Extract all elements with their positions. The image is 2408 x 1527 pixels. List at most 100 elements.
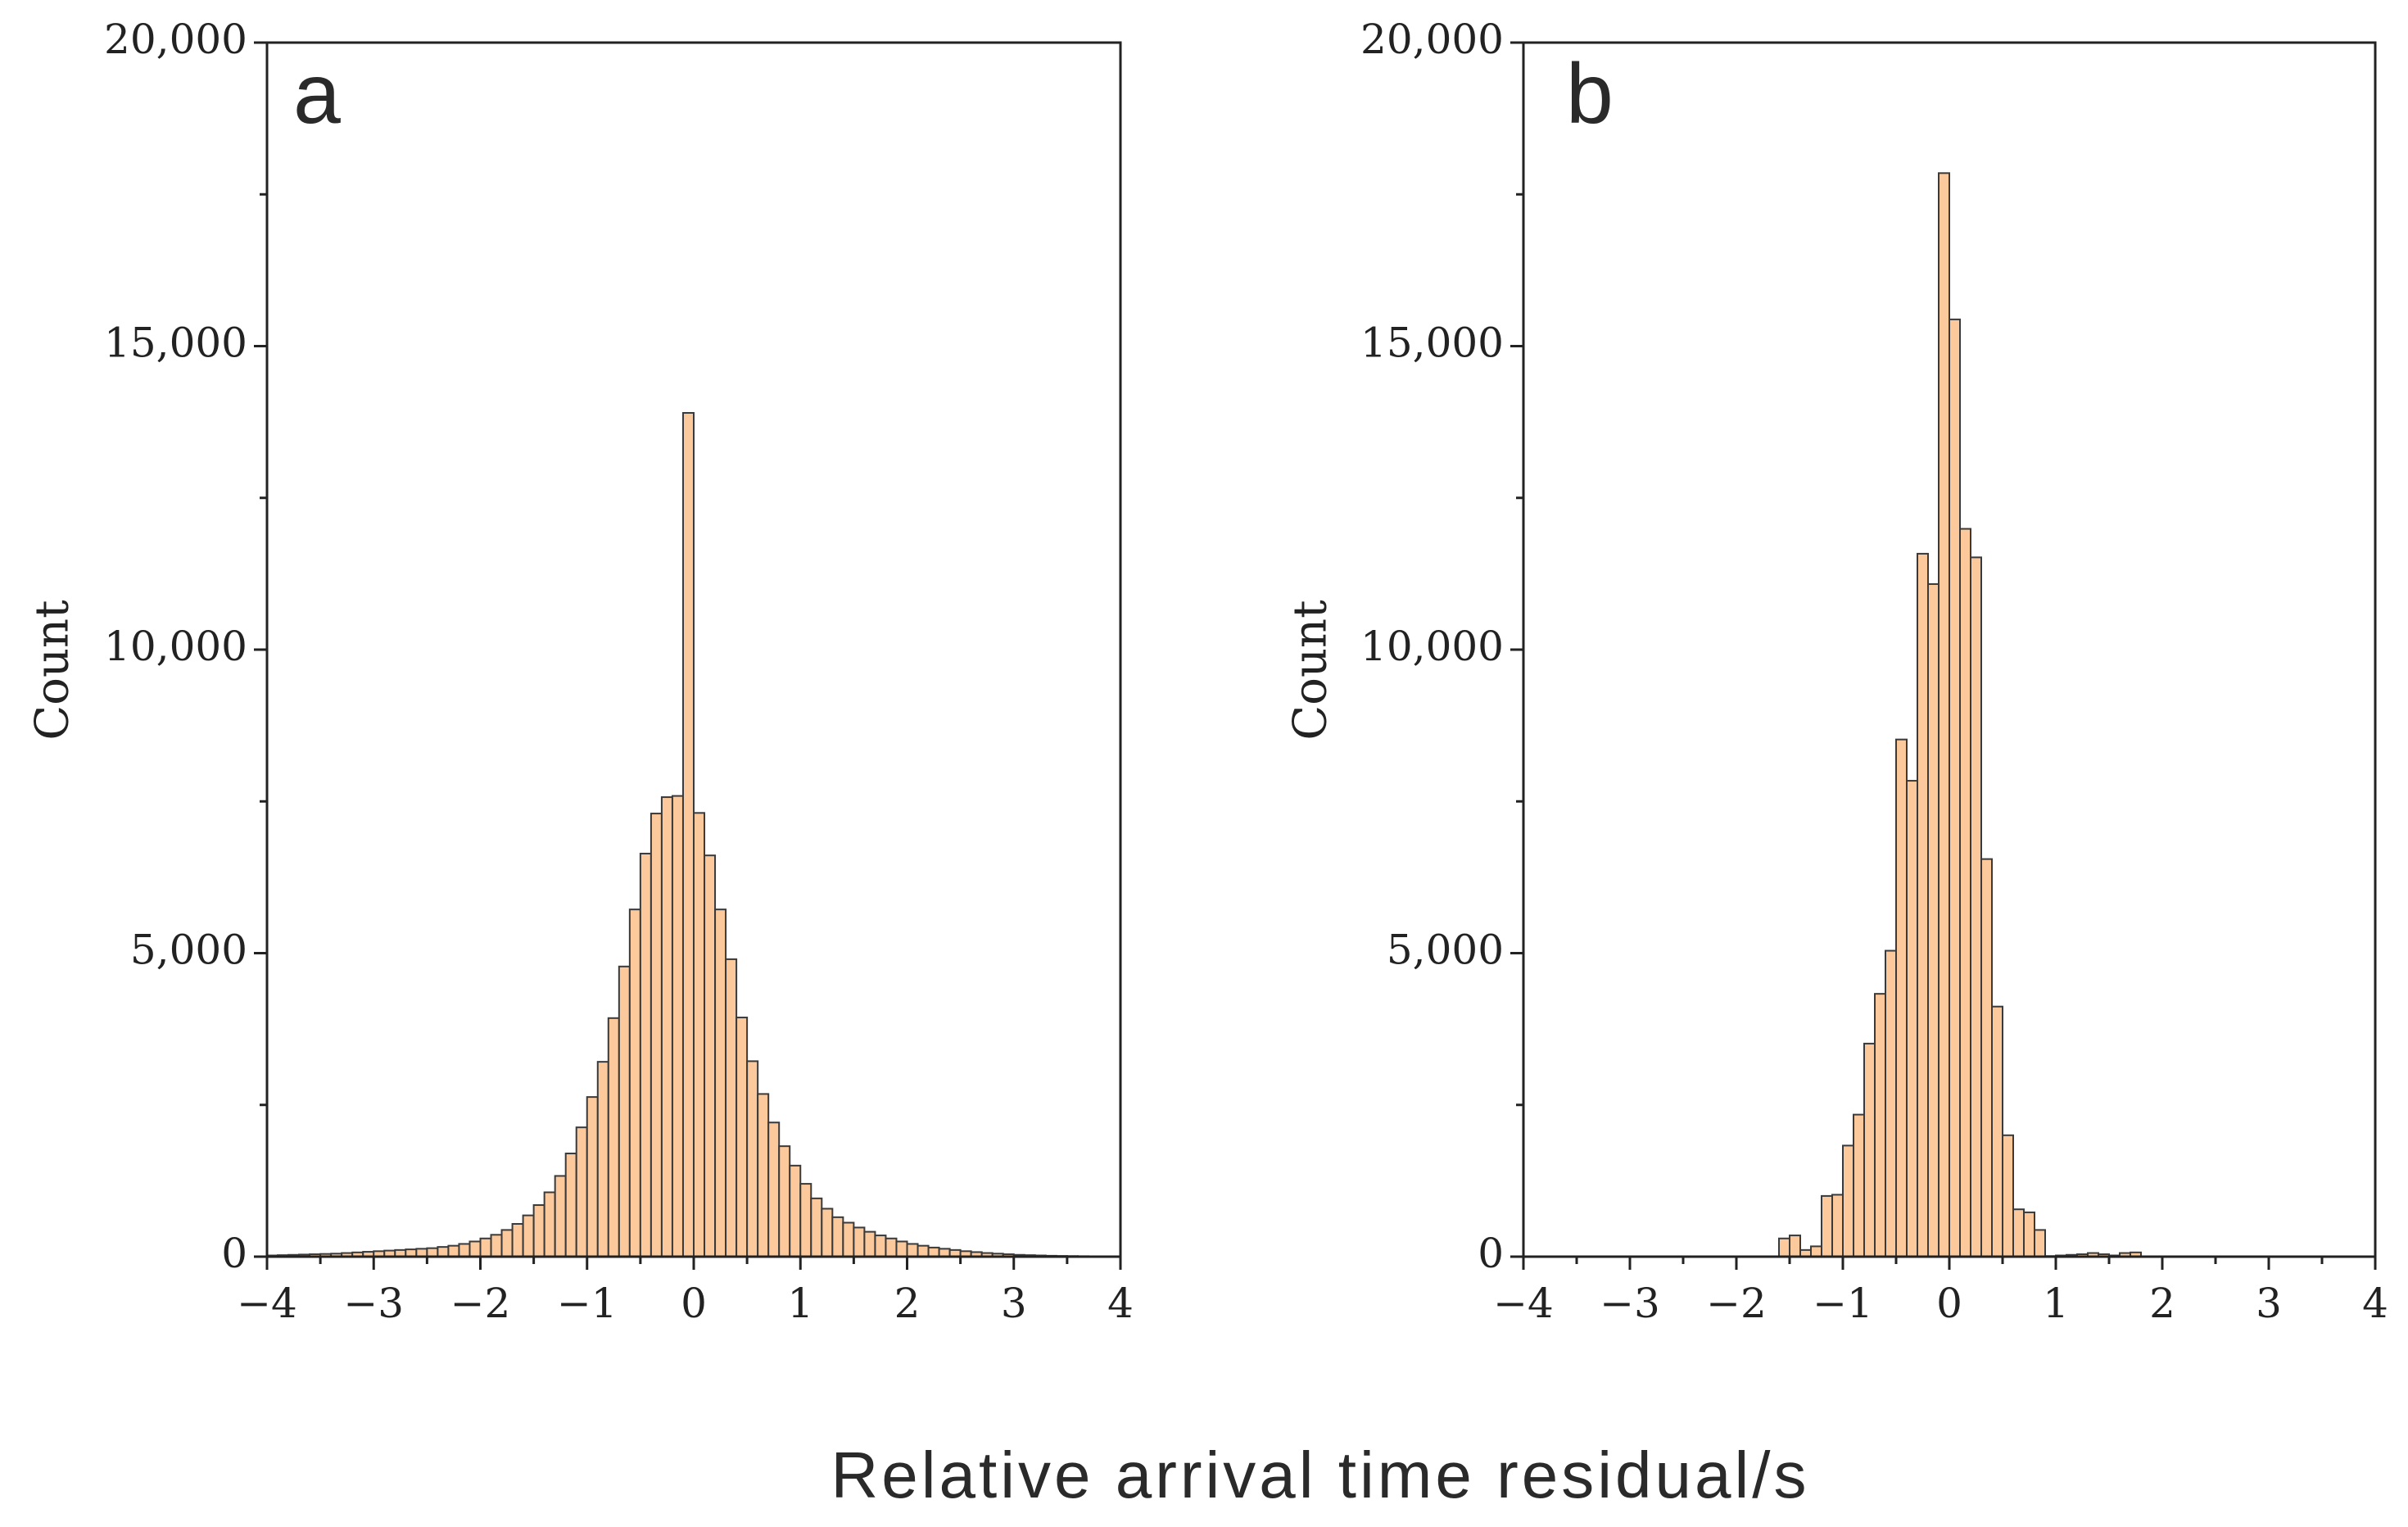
panel-a-bar — [725, 958, 738, 1258]
panel-b-ytick-label: 15,000 — [1360, 319, 1504, 367]
panel-a-bar — [490, 1234, 503, 1257]
panel-a-ytick-label: 0 — [221, 1230, 247, 1277]
panel-b-xtick-label: 1 — [2043, 1280, 2069, 1327]
panel-a-ytick-label: 20,000 — [104, 16, 247, 63]
panel-b-letter: b — [1566, 47, 1614, 142]
panel-b-ytick-label: 10,000 — [1360, 623, 1504, 670]
panel-a-bar — [906, 1243, 919, 1257]
panel-a-bar — [789, 1164, 802, 1257]
panel-a-bar — [681, 412, 695, 1257]
panel-a-frame — [265, 41, 1122, 1258]
panel-b-bars — [1778, 172, 2142, 1258]
panel-a-bar — [532, 1204, 545, 1258]
panel-b-xtick-label: −3 — [1600, 1280, 1660, 1327]
panel-a-bar — [885, 1237, 898, 1258]
panel-a-bar — [639, 852, 652, 1257]
panel-b-bar — [1949, 318, 1961, 1257]
panel-b-ylabel: Count — [1284, 600, 1338, 741]
panel-a-bar — [458, 1243, 471, 1257]
panel-a-bar — [736, 1017, 749, 1258]
panel-b-bar — [1917, 552, 1929, 1257]
panel-a-bar — [660, 796, 673, 1257]
panel-a-bar — [426, 1247, 439, 1258]
panel-a-xtick-label: 3 — [1001, 1280, 1027, 1327]
panel-a-bar — [810, 1197, 823, 1257]
panel-a-x-axis: −4 −3 −2 −1 0 1 2 3 4 — [237, 1257, 1134, 1327]
panel-a-bar — [543, 1191, 556, 1257]
panel-b-bar — [1938, 172, 1950, 1258]
panel-b-bar — [1853, 1113, 1865, 1257]
panel-a-bar — [628, 908, 641, 1258]
panel-b-bar — [1778, 1237, 1790, 1258]
panel-b-bar — [1906, 780, 1918, 1257]
panel-a-bar — [586, 1096, 599, 1257]
panel-a-y-axis: 0 5,000 10,000 15,000 20,000 — [104, 16, 267, 1277]
panel-a-ytick-label: 5,000 — [130, 927, 247, 974]
panel-a-bar — [564, 1153, 577, 1258]
panel-b-x-axis: −4 −3 −2 −1 0 1 2 3 4 — [1493, 1257, 2388, 1327]
panel-b-bar — [1789, 1235, 1801, 1257]
panel-b-y-axis: 0 5,000 10,000 15,000 20,000 — [1360, 16, 1523, 1277]
shared-x-axis-title: Relative arrival time residual/s — [831, 1439, 1809, 1511]
panel-b-xtick-label: 3 — [2256, 1280, 2282, 1327]
panel-a-xtick-label: 1 — [787, 1280, 813, 1327]
panel-a-bar — [650, 813, 663, 1257]
panel-a-bar — [778, 1145, 791, 1258]
panel-a-letter: a — [293, 47, 341, 142]
panel-b-frame — [1522, 41, 2377, 1258]
panel-a-bar — [468, 1240, 482, 1257]
panel-b-xtick-label: 0 — [1936, 1280, 1962, 1327]
panel-b-bar — [1842, 1144, 1854, 1258]
panel-b-bar — [2034, 1229, 2046, 1258]
panel-a-bar — [671, 795, 684, 1257]
panel-b-ytick-label: 5,000 — [1387, 927, 1504, 974]
panel-b-xtick-label: 4 — [2362, 1280, 2388, 1327]
panel-a-bar — [511, 1222, 524, 1257]
panel-b-bar — [1991, 1005, 2003, 1257]
panel-a-bar — [479, 1237, 492, 1258]
panel-b-bar — [1927, 582, 1940, 1257]
panel-a-bar — [607, 1017, 620, 1258]
panel-a-xtick-label: −1 — [557, 1280, 618, 1327]
panel-b-bar — [1885, 949, 1897, 1258]
panel-a-xtick-label: −3 — [343, 1280, 404, 1327]
panel-b-bar — [2023, 1211, 2035, 1258]
panel-a-bar — [842, 1221, 855, 1257]
panel-a-bar — [447, 1244, 460, 1258]
panel-a-bar — [917, 1244, 930, 1258]
panel-b-ytick-label: 0 — [1478, 1230, 1504, 1277]
panel-b-xtick-label: −2 — [1706, 1280, 1767, 1327]
panel-b-bar — [1970, 556, 1982, 1257]
panel-a-bar — [575, 1126, 588, 1258]
panel-a-ylabel: Count — [26, 600, 79, 741]
panel-a-bar — [596, 1061, 609, 1258]
panel-a-bar — [831, 1216, 844, 1257]
panel-a-xtick-label: 0 — [681, 1280, 707, 1327]
panel-b-bar — [1821, 1194, 1833, 1258]
panel-a: Count 0 5,000 10,000 15,000 20,000 −4 −3 −2 −1 0… — [26, 16, 1134, 1327]
panel-a-bar — [554, 1175, 567, 1257]
panel-a-bar — [767, 1121, 781, 1257]
panel-a-bar — [895, 1240, 908, 1257]
panel-b-bar — [2002, 1134, 2014, 1258]
panel-a-bar — [746, 1060, 759, 1258]
panel-b-ytick-label: 20,000 — [1360, 16, 1504, 63]
panel-a-bar — [853, 1226, 866, 1258]
panel-b-bar — [1959, 528, 1971, 1257]
panel-b-bar — [1831, 1194, 1844, 1258]
panel-a-bar — [927, 1246, 940, 1258]
panel-a-xtick-label: 4 — [1107, 1280, 1134, 1327]
panel-a-bar — [714, 908, 727, 1258]
panel-a-xtick-label: −2 — [450, 1280, 511, 1327]
panel-a-bar — [704, 854, 717, 1257]
panel-a-bar — [618, 965, 631, 1258]
panel-b-xtick-label: −1 — [1813, 1280, 1873, 1327]
panel-b-bar — [1895, 738, 1908, 1257]
panel-a-bar — [437, 1246, 450, 1258]
panel-a-bar — [693, 812, 706, 1257]
panel-b-xtick-label: 2 — [2149, 1280, 2175, 1327]
panel-a-bar — [874, 1235, 887, 1257]
panel-a-xtick-label: 2 — [894, 1280, 921, 1327]
